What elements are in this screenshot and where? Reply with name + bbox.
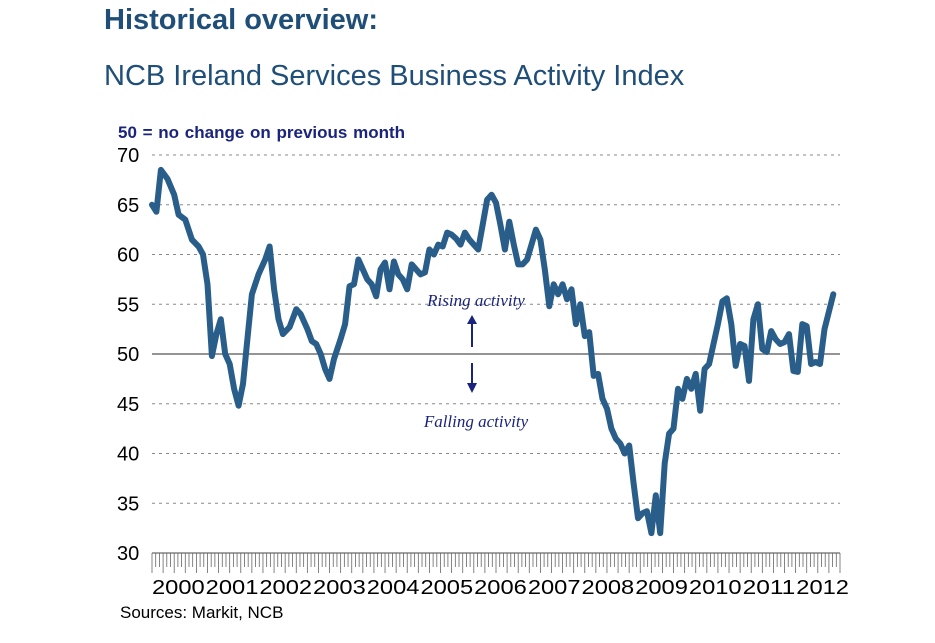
annotation-label: Falling activity [423, 412, 529, 431]
x-axis-ticks: 2000 2001 2002 2003 2004 2005 2006 2007 2008 2009… [152, 577, 849, 599]
y-tick-label: 60 [117, 245, 139, 267]
x-tick-label: 2011 [743, 577, 796, 599]
x-tick-label: 2006 [474, 577, 527, 599]
x-tick-label: 2008 [582, 577, 635, 599]
x-axis [151, 552, 841, 573]
y-tick-label: 65 [117, 195, 139, 217]
x-tick-label: 2005 [420, 577, 473, 599]
x-tick-label: 2000 [152, 577, 205, 599]
x-tick-label: 2012 [796, 577, 849, 599]
y-tick-label: 40 [117, 444, 139, 466]
y-tick-label: 35 [117, 493, 139, 515]
x-tick-label: 2003 [313, 577, 366, 599]
down-arrow-head-icon [467, 383, 477, 393]
chart-subtitle: NCB Ireland Services Business Activity I… [104, 60, 685, 92]
y-tick-label: 55 [117, 294, 139, 316]
x-tick-label: 2002 [259, 577, 312, 599]
y-axis-ticks: 30 35 40 45 50 55 60 65 70 [117, 145, 139, 565]
source-note: Sources: Markit, NCB [120, 603, 284, 622]
x-tick-label: 2007 [528, 577, 581, 599]
y-tick-label: 30 [117, 543, 139, 565]
x-tick-label: 2009 [635, 577, 688, 599]
y-tick-label: 50 [117, 344, 139, 366]
series-layer [149, 166, 837, 537]
x-tick-label: 2010 [689, 577, 742, 599]
y-tick-label: 45 [117, 394, 139, 416]
chart-title: Historical overview: [104, 4, 378, 36]
up-arrow-head-icon [467, 315, 477, 324]
y-tick-label: 70 [117, 145, 139, 167]
x-tick-label: 2004 [367, 577, 420, 599]
series-line [149, 166, 837, 537]
chart-note: 50 = no change on previous month [118, 123, 406, 142]
annotations: Rising activity Falling activity [423, 291, 529, 431]
x-tick-label: 2001 [206, 577, 259, 599]
annotation-label: Rising activity [426, 291, 525, 310]
